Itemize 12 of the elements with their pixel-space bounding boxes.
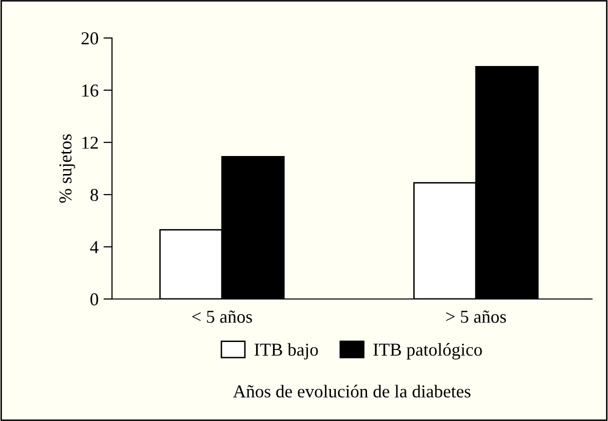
- y-tick-label: 12: [82, 136, 98, 149]
- x-tick-label: < 5 años: [192, 310, 252, 323]
- x-axis-title: Años de evolución de la diabetes: [233, 384, 470, 398]
- legend-label: ITB patológico: [373, 343, 482, 360]
- legend-label: ITB bajo: [254, 343, 318, 360]
- y-axis-title: % sujetos: [59, 134, 76, 203]
- y-tick-label: 20: [82, 32, 98, 44]
- y-tick-label: 16: [82, 84, 98, 97]
- y-tick-label: 4: [90, 241, 99, 254]
- y-tick-label: 8: [90, 188, 98, 202]
- x-tick-label: > 5 años: [446, 310, 506, 323]
- y-tick-label: 0: [90, 293, 98, 306]
